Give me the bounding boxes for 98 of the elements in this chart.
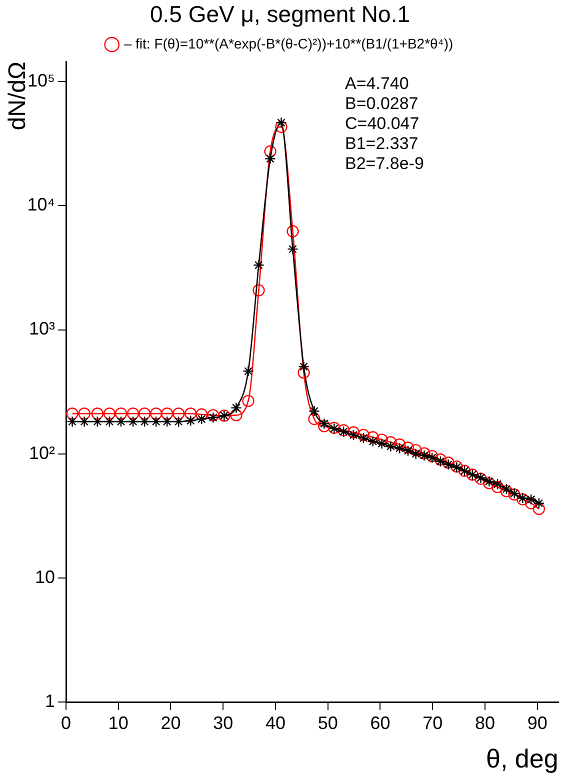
x-axis-title: θ, deg [486,744,558,774]
point [298,361,310,372]
point [385,440,396,452]
point [308,412,320,426]
point [242,394,254,408]
point [78,416,90,428]
point [500,483,512,495]
point [500,485,513,498]
x-tick-label: 20 [160,712,181,733]
y-tick-label: 10² [28,442,56,463]
point [402,445,414,456]
point [434,453,447,466]
point [127,416,139,428]
point [492,478,504,490]
chart-title: 0.5 GeV μ, segment No.1 [150,1,410,28]
point [347,426,360,438]
point [161,416,173,428]
point [376,438,388,450]
point [376,434,388,446]
point [275,120,288,133]
point [426,450,438,462]
point [318,418,330,430]
point [138,408,151,420]
point [367,436,378,447]
x-tick-label: 30 [213,712,234,733]
point [276,117,287,128]
point [114,408,128,420]
annotation: B1=2.337 [345,134,420,154]
point [533,498,545,509]
point [410,444,422,456]
point [104,416,116,428]
point [287,243,298,255]
annotation: A=4.740 [345,74,410,94]
point [173,416,184,428]
point [160,408,174,420]
point [185,415,196,426]
point [426,452,438,464]
y-tick-label: 10³ [28,318,56,339]
point [318,420,330,432]
point [418,447,430,460]
y-tick-label: 10⁴ [27,194,55,215]
point [402,442,414,454]
point [308,406,320,417]
x-tick-label: 70 [422,712,443,733]
point [532,502,546,515]
point [138,416,150,428]
point [92,416,104,428]
y-tick-label: 10 [34,566,55,587]
point [66,416,78,428]
point [491,480,504,494]
x-tick-label: 80 [474,712,495,733]
annotation: C=40.047 [345,114,420,134]
point [172,408,185,420]
point [394,442,406,454]
point [298,366,310,379]
point [253,260,264,271]
point [394,438,406,451]
point [150,408,162,420]
point [78,408,90,420]
point [357,428,370,442]
point [264,153,276,164]
point [230,402,242,414]
point [196,408,208,420]
point [208,412,219,424]
legend-label: – fit: F(θ)=10**(A*exp(-B*(θ-C)²))+10**(B1/(1+B2*θ⁴)) [124,35,454,52]
point [103,408,116,420]
annotation: B2=7.8e-9 [345,154,424,174]
point [252,284,265,296]
point [525,494,537,505]
x-tick-label: 0 [60,712,72,733]
x-tick-label: 60 [370,712,390,733]
point [358,432,370,444]
point [286,225,299,238]
point [348,429,360,441]
point [418,450,430,462]
point [150,416,162,428]
point [366,431,379,444]
x-tick-label: 90 [527,712,548,733]
y-tick-label: 1 [44,690,55,711]
point [126,408,140,420]
point [384,436,397,448]
x-tick-label: 50 [318,712,338,733]
point [115,416,127,428]
point [184,408,197,420]
point [484,476,495,487]
point [196,413,208,425]
point [66,408,78,420]
x-tick-label: 10 [108,712,128,733]
point [410,448,422,460]
x-tick-label: 40 [265,712,286,733]
point [207,409,220,422]
annotation: B=0.0287 [345,94,420,114]
point [91,408,104,420]
point [230,409,242,422]
point [264,145,276,158]
point [434,456,446,467]
point [483,477,496,490]
point [242,366,254,377]
